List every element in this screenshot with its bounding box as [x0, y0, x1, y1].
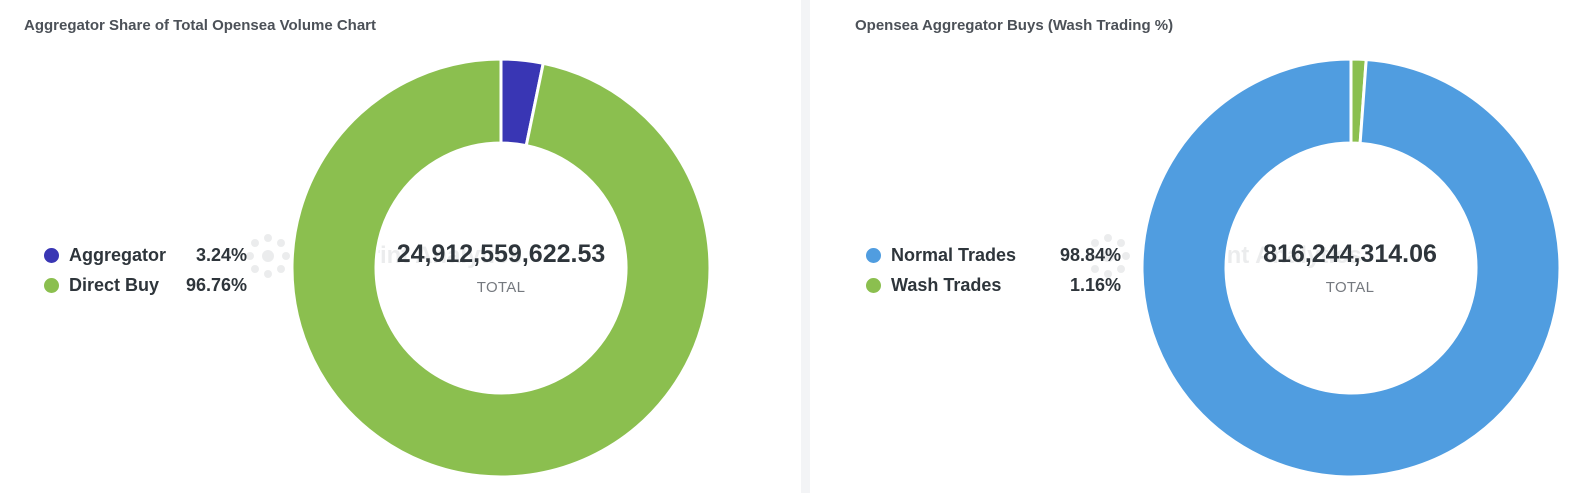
legend-label: Aggregator [69, 244, 167, 265]
legend-label: Direct Buy [69, 274, 160, 295]
chart-title: Opensea Aggregator Buys (Wash Trading %) [855, 17, 1174, 34]
donut-chart-aggregator-share [290, 57, 712, 479]
legend-dot-direct-buy [44, 277, 59, 293]
donut-center: 24,912,559,622.53 TOTAL [381, 240, 621, 296]
chart-panel-wash-trading: Opensea Aggregator Buys (Wash Trading %)… [810, 0, 1573, 493]
legend-label: Normal Trades [891, 244, 1017, 265]
donut-center: 816,244,314.06 TOTAL [1230, 240, 1470, 296]
legend-percent: 1.16% [1069, 274, 1121, 295]
chart-legend: Aggregator 3.24% Direct Buy 96.76% [44, 240, 247, 300]
donut-slice-normal-trades[interactable] [1140, 57, 1562, 479]
donut-chart-wash-trading [1140, 57, 1562, 479]
chart-title: Aggregator Share of Total Opensea Volume… [24, 17, 377, 34]
total-value: 24,912,559,622.53 [396, 240, 606, 268]
legend-label: Wash Trades [891, 274, 1002, 295]
legend-dot-wash-trades [866, 277, 881, 293]
total-label: TOTAL [1325, 279, 1375, 296]
chart-legend: Normal Trades 98.84% Wash Trades 1.16% [866, 240, 1121, 300]
panel-divider [801, 0, 810, 493]
legend-item-normal-trades[interactable]: Normal Trades 98.84% [866, 240, 1121, 270]
total-label: TOTAL [476, 279, 526, 296]
legend-item-aggregator[interactable]: Aggregator 3.24% [44, 240, 247, 270]
legend-item-wash-trades[interactable]: Wash Trades 1.16% [866, 270, 1121, 300]
total-value: 816,244,314.06 [1263, 240, 1437, 268]
legend-percent: 96.76% [185, 274, 247, 295]
legend-item-direct-buy[interactable]: Direct Buy 96.76% [44, 270, 247, 300]
legend-percent: 98.84% [1059, 244, 1121, 265]
legend-percent: 3.24% [195, 244, 247, 265]
chart-panel-aggregator-share: Aggregator Share of Total Opensea Volume… [24, 17, 712, 479]
donut-slice-direct-buy[interactable] [290, 57, 712, 479]
legend-dot-aggregator [44, 247, 59, 263]
legend-dot-normal-trades [866, 247, 881, 263]
